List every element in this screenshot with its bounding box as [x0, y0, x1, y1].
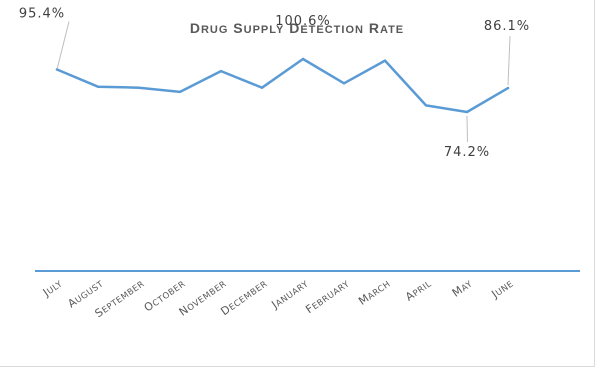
x-tick-december: DECEMBER	[218, 277, 269, 318]
data-point-september	[137, 86, 141, 89]
leader-line-july	[56, 21, 70, 70]
data-label-july: 95.4%	[19, 6, 65, 21]
x-tick-april: APRIL	[403, 277, 434, 304]
data-point-june	[506, 86, 510, 90]
data-point-march	[383, 59, 387, 62]
data-point-january	[301, 57, 305, 61]
data-point-august	[96, 85, 100, 88]
x-tick-august: AUGUST	[65, 277, 106, 311]
x-tick-february: FEBRUARY	[303, 277, 352, 317]
data-label-january: 100.6%	[275, 14, 331, 29]
data-label-may: 74.2%	[444, 145, 490, 160]
series-line	[55, 57, 510, 114]
data-point-october	[178, 90, 182, 94]
leader-line-may	[466, 116, 468, 143]
x-tick-may: MAY	[450, 277, 475, 300]
data-point-december	[260, 86, 264, 89]
data-point-february	[342, 82, 346, 85]
data-point-july	[55, 68, 59, 71]
chart-title: DRUG SUPPLY DETECTION RATE	[190, 20, 404, 36]
data-label-june: 86.1%	[484, 19, 530, 34]
series-layer	[55, 57, 510, 114]
x-tick-march: MARCH	[356, 277, 393, 308]
x-tick-july: JULY	[40, 277, 65, 300]
data-point-may	[465, 110, 469, 114]
data-labels: 95.4% 100.6% 74.2% 86.1%	[19, 6, 530, 160]
leader-line-june	[507, 36, 511, 86]
data-point-november	[219, 69, 223, 73]
x-tick-june: JUNE	[488, 277, 515, 302]
data-point-april	[424, 104, 428, 107]
chart-title-text: DRUG SUPPLY DETECTION RATE	[190, 20, 404, 36]
x-axis-tick-labels: JULYAUGUSTSEPTEMBEROCTOBERNOVEMBERDECEMB…	[40, 277, 516, 320]
leader-lines	[56, 21, 511, 143]
